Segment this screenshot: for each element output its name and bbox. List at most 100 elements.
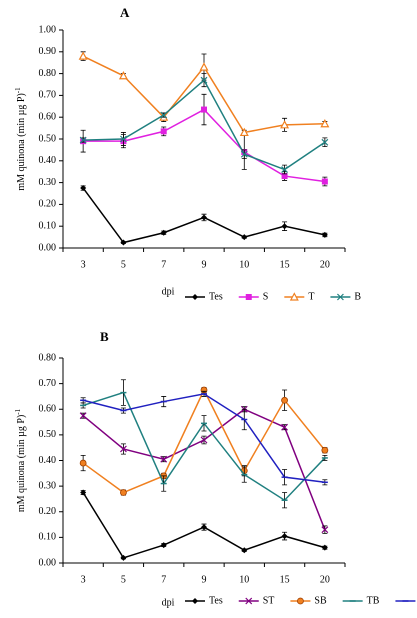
- marker: [160, 111, 168, 119]
- marker: [118, 71, 128, 80]
- x-axis-label: dpi: [162, 597, 175, 608]
- marker: [281, 396, 288, 404]
- marker: [281, 223, 288, 230]
- marker: [201, 524, 207, 531]
- x-tick-label: 10: [239, 259, 249, 270]
- marker: [239, 127, 249, 137]
- y-axis-label: mM quinona (min µg P)-1: [14, 87, 28, 191]
- x-tick-label: 5: [121, 259, 126, 270]
- marker: [120, 554, 127, 561]
- marker: [80, 185, 87, 192]
- x-tick-label: 7: [161, 574, 166, 585]
- marker: [241, 547, 248, 554]
- marker: [281, 423, 288, 431]
- legend-label: Tes: [209, 595, 223, 606]
- marker: [321, 231, 328, 238]
- legend-marker: [245, 597, 253, 605]
- y-tick-label: 0.90: [39, 46, 57, 57]
- y-tick-label: 0.50: [39, 429, 57, 440]
- marker: [281, 173, 288, 180]
- legend-marker: [192, 598, 198, 604]
- legend-marker: [297, 597, 304, 605]
- x-tick-label: 9: [202, 574, 207, 585]
- legend-marker: [289, 292, 299, 301]
- legend-label: T: [308, 291, 314, 302]
- y-tick-label: 0.40: [39, 455, 57, 466]
- marker: [160, 128, 167, 135]
- x-tick-label: 3: [81, 259, 86, 270]
- y-tick-label: 0.10: [39, 532, 57, 543]
- marker: [201, 106, 207, 113]
- marker: [201, 214, 207, 221]
- y-axis-label-sup: -1: [14, 87, 22, 93]
- legend-label: S: [263, 291, 269, 302]
- x-tick-label: 3: [81, 574, 86, 585]
- x-axis-label: dpi: [162, 286, 175, 297]
- legend-label: Tes: [209, 291, 223, 302]
- y-tick-label: 0.10: [39, 220, 57, 231]
- y-tick-label: 0.00: [39, 242, 57, 253]
- marker: [321, 544, 328, 551]
- marker: [281, 166, 288, 173]
- marker: [240, 150, 248, 158]
- y-tick-label: 0.40: [39, 155, 57, 166]
- marker: [120, 489, 127, 496]
- marker: [120, 135, 127, 143]
- y-tick-label: 0.30: [39, 480, 57, 491]
- marker: [160, 542, 167, 549]
- marker: [321, 446, 329, 454]
- y-tick-label: 0.60: [39, 404, 57, 415]
- y-tick-label: 0.60: [39, 111, 57, 122]
- x-tick-label: 5: [121, 574, 126, 585]
- y-axis-label-sup: -1: [14, 408, 22, 414]
- marker: [321, 526, 329, 534]
- marker: [321, 138, 329, 146]
- panel-title: A: [120, 5, 130, 20]
- marker: [200, 436, 208, 444]
- marker: [79, 136, 87, 144]
- marker: [78, 51, 88, 60]
- y-tick-label: 0.30: [39, 177, 57, 188]
- marker: [280, 120, 290, 129]
- x-tick-label: 20: [320, 574, 330, 585]
- y-tick-label: 0.80: [39, 68, 57, 79]
- marker: [241, 234, 248, 241]
- marker: [199, 62, 209, 71]
- marker: [320, 118, 330, 128]
- y-tick-label: 0.70: [39, 378, 57, 389]
- marker: [120, 239, 127, 246]
- legend-marker: [192, 294, 198, 300]
- panel-title: B: [100, 329, 109, 344]
- y-axis-label: mM quinona (min µg P)-1: [14, 408, 28, 512]
- legend-label: B: [354, 291, 361, 302]
- marker: [321, 178, 328, 185]
- y-tick-label: 0.00: [39, 557, 57, 568]
- marker: [120, 445, 127, 453]
- marker: [80, 489, 87, 496]
- marker: [281, 533, 288, 540]
- y-axis-label-main: mM quinona (min µg P): [16, 415, 27, 512]
- x-tick-label: 15: [280, 259, 290, 270]
- x-tick-label: 20: [320, 259, 330, 270]
- y-tick-label: 0.70: [39, 90, 57, 101]
- legend-label: ST: [263, 595, 275, 606]
- y-tick-label: 0.20: [39, 199, 57, 210]
- y-tick-label: 0.20: [39, 506, 57, 517]
- x-tick-label: 10: [239, 574, 249, 585]
- x-tick-label: 9: [202, 259, 207, 270]
- marker: [79, 412, 87, 420]
- y-tick-label: 0.80: [39, 352, 57, 363]
- y-tick-label: 1.00: [39, 24, 57, 35]
- legend-marker: [245, 294, 252, 300]
- legend-label: SB: [314, 595, 327, 606]
- marker: [200, 76, 208, 84]
- y-tick-label: 0.50: [39, 133, 57, 144]
- y-axis-label-main: mM quinona (min µg P): [16, 93, 27, 190]
- legend-label: TB: [367, 595, 380, 606]
- marker: [160, 229, 167, 236]
- x-tick-label: 7: [161, 259, 166, 270]
- x-tick-label: 15: [280, 574, 290, 585]
- marker: [79, 459, 87, 467]
